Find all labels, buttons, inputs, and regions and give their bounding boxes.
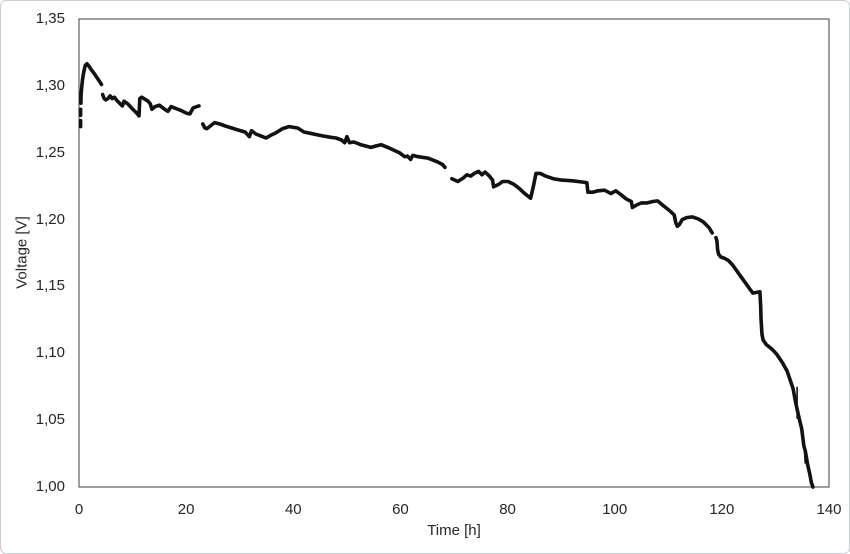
x-tick-label: 0 bbox=[74, 501, 84, 518]
y-tick-label: 1,30 bbox=[35, 76, 65, 94]
x-tick-label: 140 bbox=[816, 501, 842, 518]
x-tick-label: 100 bbox=[602, 501, 628, 518]
x-tick-label: 120 bbox=[709, 501, 735, 518]
series-path bbox=[78, 62, 815, 489]
voltage-curve bbox=[78, 62, 815, 489]
y-tick-label: 1,05 bbox=[35, 411, 65, 429]
y-tick-label: 1,35 bbox=[35, 10, 65, 27]
x-tick-label: 60 bbox=[392, 501, 409, 518]
y-tick-label: 1,00 bbox=[35, 478, 65, 495]
y-axis-title: Voltage [V] bbox=[13, 216, 31, 289]
plot-area-frame bbox=[78, 18, 830, 488]
x-tick-label: 80 bbox=[499, 501, 516, 518]
y-tick-label: 1,20 bbox=[35, 210, 65, 228]
x-tick-label: 40 bbox=[284, 501, 302, 518]
x-axis-title: Time [h] bbox=[427, 522, 481, 539]
y-tick-label: 1,15 bbox=[35, 277, 65, 295]
y-tick-label: 1,10 bbox=[35, 344, 65, 362]
x-tick-label: 20 bbox=[177, 501, 195, 518]
series-path bbox=[796, 386, 806, 464]
y-tick-label: 1,25 bbox=[35, 143, 65, 161]
